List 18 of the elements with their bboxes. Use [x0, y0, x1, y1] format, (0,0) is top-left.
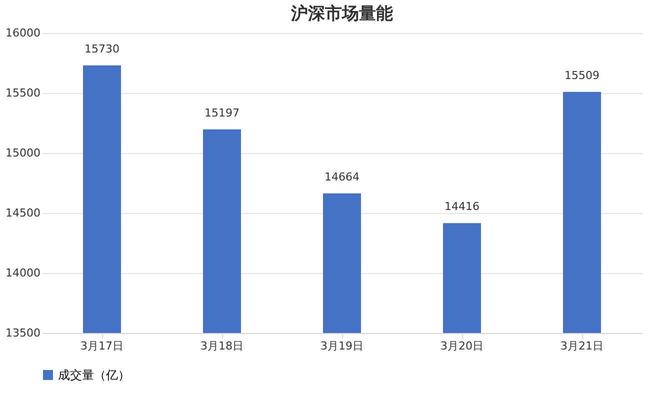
- y-tick-label: 16000: [6, 26, 40, 40]
- x-tick-label: 3月18日: [200, 340, 244, 352]
- data-label: 14416: [444, 200, 480, 214]
- y-tick-label: 14500: [6, 206, 40, 220]
- y-tick-label: 15500: [6, 86, 40, 100]
- legend-label: 成交量（亿）: [58, 368, 130, 382]
- data-label: 15730: [84, 42, 120, 56]
- data-label: 14664: [324, 170, 360, 184]
- data-label: 15509: [564, 68, 600, 82]
- x-tick-label: 3月17日: [80, 340, 124, 352]
- chart-title: 沪深市场量能: [290, 4, 393, 24]
- x-tick-label: 3月19日: [320, 340, 364, 352]
- x-tick-label: 3月21日: [560, 340, 604, 352]
- y-tick-label: 15000: [6, 146, 40, 160]
- x-tick-label: 3月20日: [440, 340, 484, 352]
- y-tick-label: 14000: [6, 266, 40, 280]
- data-label: 15197: [204, 106, 240, 120]
- y-tick-label: 13500: [6, 326, 40, 340]
